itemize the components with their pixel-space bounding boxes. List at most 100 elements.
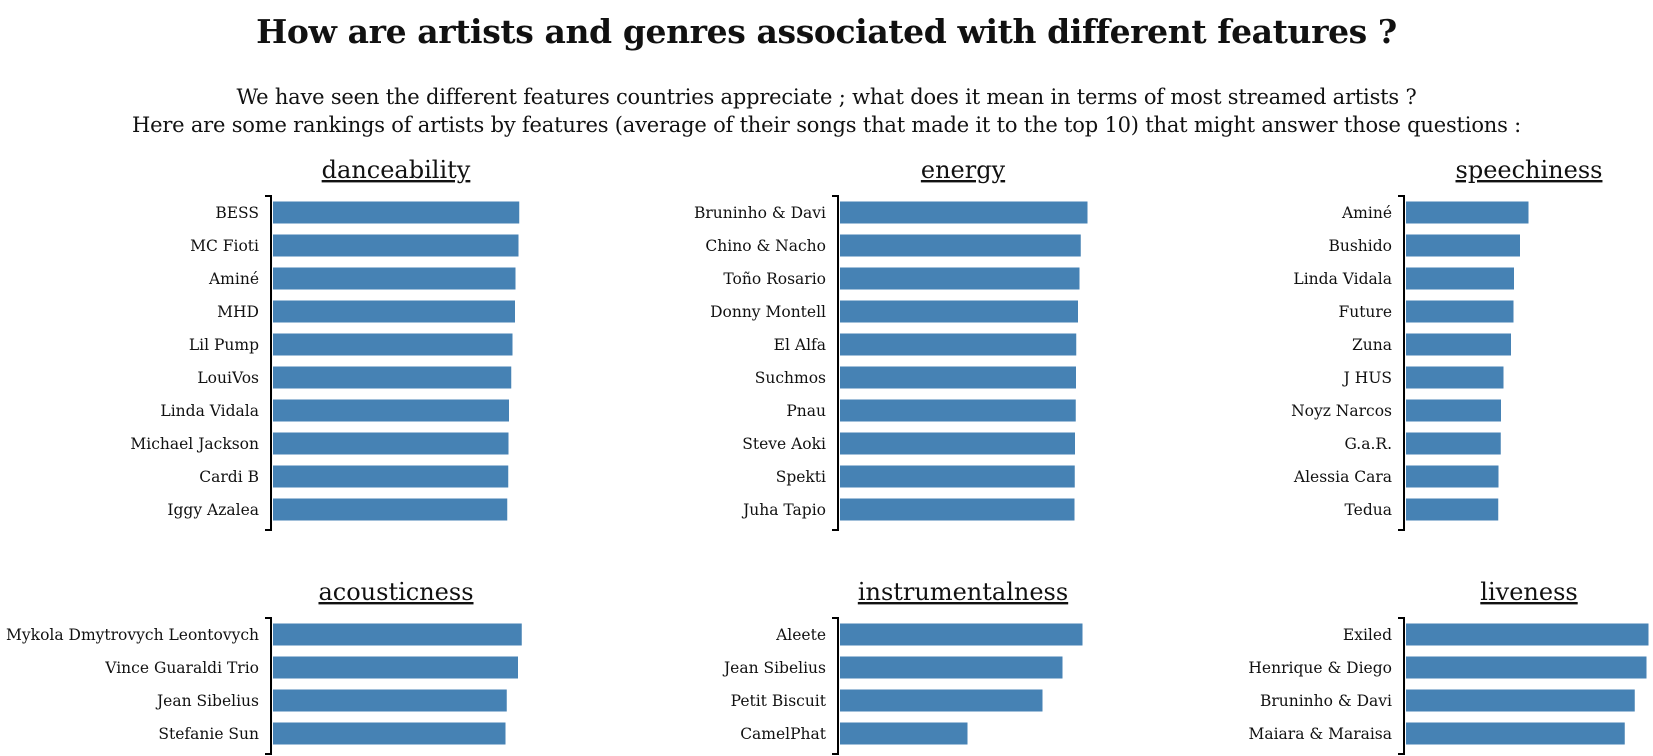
tick-label: Toño Rosario (723, 270, 826, 288)
bar-speechiness-6 (1406, 366, 1504, 389)
bar-danceability-2 (273, 234, 519, 257)
tick-label: Spekti (776, 468, 826, 486)
tick-label: Bushido (1328, 237, 1392, 255)
bar-acousticness-1 (273, 623, 522, 646)
y-axis-line (1398, 195, 1405, 531)
tick-label: Mykola Dmytrovych Leontovych (6, 626, 259, 644)
bar-speechiness-1 (1406, 201, 1529, 224)
chart-instrumentalness: instrumentalness Aleete Jean Sibelius Petit… (722, 578, 1083, 755)
bar-liveness-1 (1406, 623, 1649, 646)
tick-label: Bruninho & Davi (694, 204, 826, 222)
bar-instrumentalness-4 (840, 722, 968, 745)
tick-label: Juha Tapio (741, 501, 826, 519)
bar-speechiness-10 (1406, 498, 1499, 521)
y-axis-line (1398, 617, 1405, 755)
tick-label: Chino & Nacho (705, 237, 826, 255)
tick-label: Donny Montell (710, 303, 826, 321)
y-axis-line (265, 617, 272, 755)
tick-label: Exiled (1343, 626, 1392, 644)
bar-energy-7 (840, 399, 1076, 422)
chart-speechiness: speechiness Aminé Bushido Linda Vidala Futur… (1291, 156, 1603, 531)
tick-label: Lil Pump (189, 336, 259, 354)
bar-danceability-5 (273, 333, 513, 356)
tick-label: Noyz Narcos (1291, 402, 1392, 420)
chart-title: speechiness (1456, 156, 1603, 184)
bar-speechiness-7 (1406, 399, 1501, 422)
tick-label: LouiVos (197, 369, 259, 387)
tick-label: Maiara & Maraisa (1248, 725, 1392, 743)
tick-label: Aminé (1341, 204, 1392, 222)
bar-energy-3 (840, 267, 1080, 290)
page-title: How are artists and genres associated wi… (256, 12, 1397, 51)
chart-title: danceability (322, 156, 471, 184)
tick-label: Linda Vidala (160, 402, 259, 420)
y-axis-line (265, 195, 272, 531)
bar-speechiness-3 (1406, 267, 1514, 290)
tick-label: BESS (215, 204, 259, 222)
bar-energy-4 (840, 300, 1078, 323)
bar-speechiness-2 (1406, 234, 1520, 257)
bar-acousticness-4 (273, 722, 506, 745)
y-axis-line (832, 195, 839, 531)
bar-energy-2 (840, 234, 1081, 257)
bar-acousticness-3 (273, 689, 507, 712)
tick-label: Henrique & Diego (1248, 659, 1392, 677)
tick-label: Bruninho & Davi (1260, 692, 1392, 710)
bar-energy-8 (840, 432, 1075, 455)
tick-label: G.a.R. (1344, 435, 1392, 453)
tick-label: Future (1338, 303, 1392, 321)
bar-speechiness-4 (1406, 300, 1514, 323)
bar-speechiness-9 (1406, 465, 1499, 488)
bar-danceability-1 (273, 201, 520, 224)
intro-text-line-1: We have seen the different features coun… (236, 85, 1417, 109)
intro-text-line-2: Here are some rankings of artists by fea… (131, 113, 1522, 137)
chart-title: energy (921, 156, 1006, 184)
bar-energy-10 (840, 498, 1075, 521)
tick-label: Michael Jackson (130, 435, 259, 453)
tick-label: Jean Sibelius (155, 692, 259, 710)
bar-energy-1 (840, 201, 1088, 224)
tick-label: Linda Vidala (1293, 270, 1392, 288)
bar-energy-9 (840, 465, 1075, 488)
bar-danceability-8 (273, 432, 509, 455)
bar-instrumentalness-3 (840, 689, 1043, 712)
tick-label: Jean Sibelius (722, 659, 826, 677)
tick-label: Iggy Azalea (167, 501, 259, 519)
chart-title: acousticness (318, 578, 473, 606)
tick-label: CamelPhat (740, 725, 827, 743)
bar-liveness-3 (1406, 689, 1635, 712)
chart-acousticness: acousticness Mykola Dmytrovych Leontovych… (6, 578, 522, 755)
tick-label: MHD (217, 303, 259, 321)
bar-danceability-3 (273, 267, 516, 290)
bar-speechiness-5 (1406, 333, 1511, 356)
chart-liveness: liveness Exiled Henrique & Diego Bruninho &… (1248, 578, 1649, 755)
tick-label: Zuna (1352, 336, 1392, 354)
tick-label: Aminé (208, 270, 259, 288)
tick-label: Stefanie Sun (158, 725, 259, 743)
bar-energy-5 (840, 333, 1077, 356)
tick-label: El Alfa (774, 336, 826, 354)
bar-acousticness-2 (273, 656, 518, 679)
bar-liveness-2 (1406, 656, 1647, 679)
bar-danceability-4 (273, 300, 515, 323)
bar-danceability-9 (273, 465, 509, 488)
tick-label: Aleete (775, 626, 826, 644)
bar-danceability-7 (273, 399, 509, 422)
bar-instrumentalness-2 (840, 656, 1063, 679)
tick-label: MC Fioti (190, 237, 259, 255)
chart-danceability: danceability BESS MC Fioti Aminé MHD Lil Pump… (130, 156, 520, 531)
bar-danceability-6 (273, 366, 512, 389)
bar-danceability-10 (273, 498, 508, 521)
tick-label: Alessia Cara (1293, 468, 1392, 486)
tick-label: Tedua (1345, 501, 1392, 519)
tick-label: Steve Aoki (742, 435, 826, 453)
chart-energy: energy Bruninho & Davi Chino & Nacho Toño R… (694, 156, 1088, 531)
bar-liveness-4 (1406, 722, 1625, 745)
bar-instrumentalness-1 (840, 623, 1083, 646)
tick-label: J HUS (1342, 369, 1392, 387)
tick-label: Pnau (786, 402, 826, 420)
y-axis-line (832, 617, 839, 755)
chart-title: liveness (1480, 578, 1577, 606)
tick-label: Suchmos (755, 369, 826, 387)
